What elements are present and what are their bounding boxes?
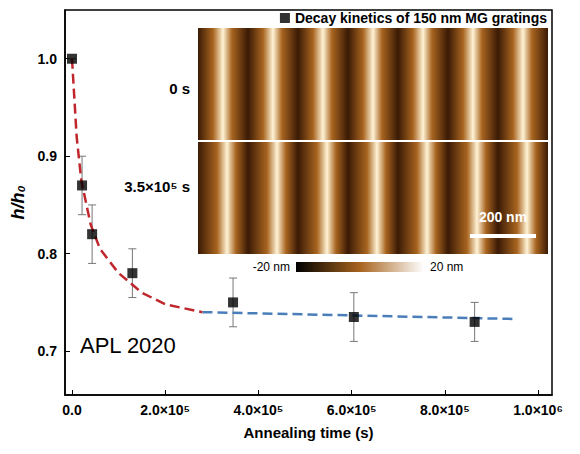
svg-text:0.8: 0.8 (38, 246, 58, 262)
svg-text:3.5×10⁵ s: 3.5×10⁵ s (124, 178, 190, 195)
svg-text:Annealing time (s): Annealing time (s) (243, 424, 373, 441)
svg-text:6.0×10⁵: 6.0×10⁵ (327, 402, 377, 418)
svg-text:200 nm: 200 nm (479, 209, 527, 225)
svg-text:APL 2020: APL 2020 (80, 333, 176, 358)
svg-text:0.7: 0.7 (38, 343, 58, 359)
svg-text:1.0: 1.0 (38, 51, 58, 67)
svg-text:h/h₀: h/h₀ (8, 185, 28, 219)
svg-text:2.0×10⁵: 2.0×10⁵ (140, 402, 190, 418)
svg-text:-20 nm: -20 nm (253, 260, 290, 274)
svg-text:0.9: 0.9 (38, 148, 58, 164)
svg-text:0.0: 0.0 (62, 402, 82, 418)
svg-text:4.0×10⁵: 4.0×10⁵ (234, 402, 284, 418)
svg-text:20 nm: 20 nm (430, 260, 463, 274)
svg-text:Decay kinetics of 150 nm MG gr: Decay kinetics of 150 nm MG gratings (295, 10, 547, 26)
svg-text:1.0×10⁶: 1.0×10⁶ (513, 402, 563, 418)
svg-text:0 s: 0 s (169, 80, 190, 97)
svg-text:8.0×10⁵: 8.0×10⁵ (420, 402, 470, 418)
